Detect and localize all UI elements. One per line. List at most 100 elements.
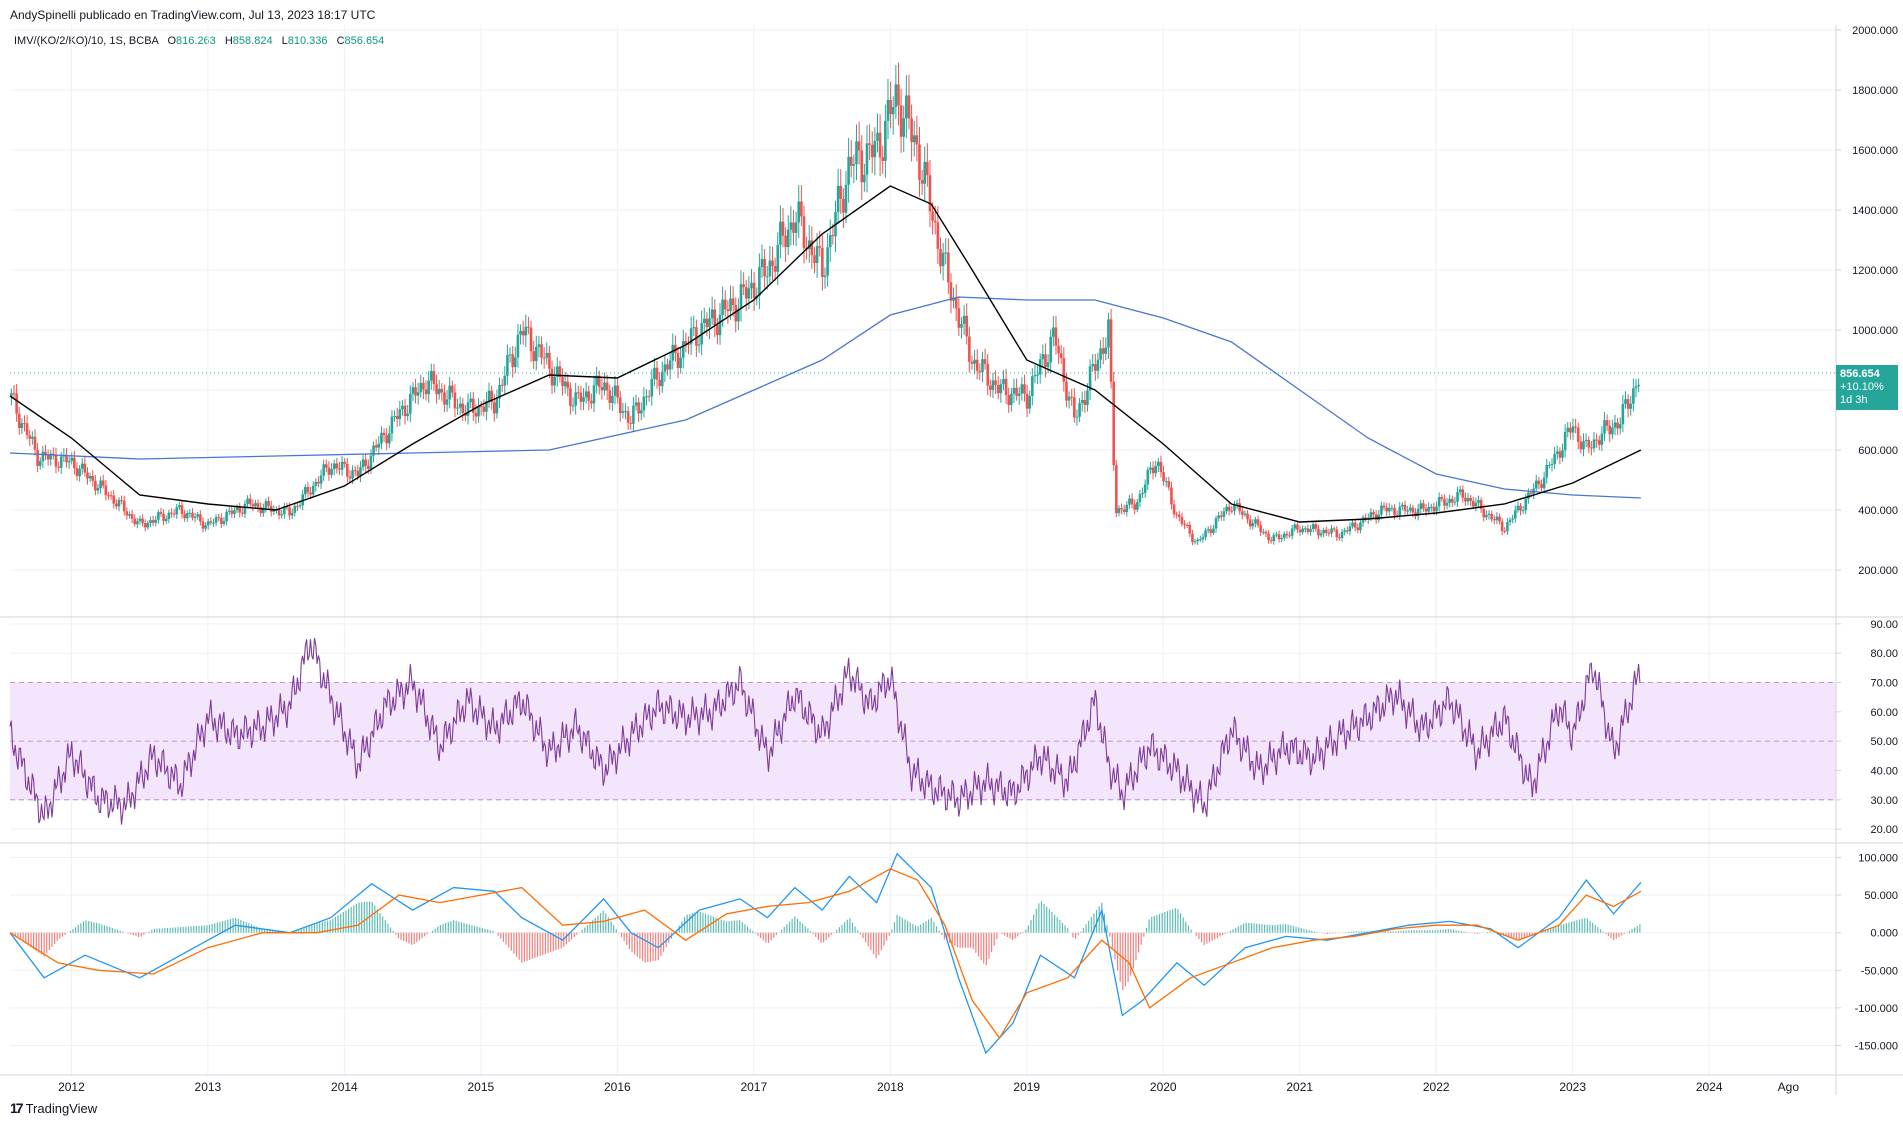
candle-body [634,402,638,406]
price-tick-label: 400.000 [1858,505,1898,517]
candle-body [702,318,706,323]
candle-body [1393,507,1396,516]
candle-body [857,141,861,151]
candle-body [1351,522,1354,527]
candle-body [117,499,121,507]
candle-body [235,507,239,511]
candle-body [813,255,816,264]
candle-body [863,174,866,183]
candle-body [1290,528,1294,536]
candle-body [1280,538,1283,540]
candle-body [1579,441,1583,450]
candle-body [1031,376,1034,396]
candle-body [558,366,562,378]
candle-body [521,330,525,336]
candle-body [1012,387,1016,394]
candle-body [466,402,470,416]
candle-body [647,396,651,398]
candle-body [624,411,627,413]
candle-body [1065,381,1068,401]
candle-body [288,507,291,516]
candle-body [1046,362,1050,368]
candle-body [246,498,249,504]
candle-body [1605,420,1609,426]
candle-body [427,380,430,395]
candle-body [1529,492,1533,494]
tradingview-footer[interactable]: 17 TradingView [10,1100,97,1116]
candle-body [603,382,606,391]
candle-body [1109,319,1113,382]
candle-body [1248,519,1252,527]
candle-body [503,375,507,386]
candle-body [1054,327,1058,346]
candle-body [1584,440,1588,442]
candle-body [1437,497,1441,507]
candle-body [1508,519,1512,523]
tradingview-logo-icon: 17 [10,1100,24,1116]
candle-body [269,505,273,512]
candle-body [868,143,871,145]
candle-body [170,512,173,514]
candle-body [1618,424,1622,429]
candle-body [1571,426,1575,433]
candle-body [17,413,21,429]
candle-body [658,379,661,387]
candle-body [1471,500,1475,507]
candle-body [912,135,916,143]
candle-body [477,406,480,417]
candle-body [621,411,625,414]
candle-body [332,463,336,470]
candle-body [222,521,226,524]
candle-body [1222,511,1226,517]
candle-body [1492,519,1496,521]
candle-body [1130,498,1134,505]
candle-body [1474,502,1478,507]
candle-body [1238,503,1241,512]
candle-body [1330,528,1333,534]
candle-body [1482,508,1486,518]
candle-body [314,481,318,486]
candle-body [175,507,179,515]
candle-body [317,481,320,484]
candle-body [122,500,126,512]
candle-body [217,517,221,519]
candle-body [1191,533,1194,543]
candle-body [1338,537,1341,539]
candle-body [1175,514,1178,516]
candle-body [398,409,402,420]
symbol-legend: IMV/(KO/2/KO)/10, 1S, BCBA O816.263 H858… [14,35,390,47]
candle-body [563,381,567,387]
candle-body [1262,531,1265,533]
candle-body [12,393,16,395]
candle-body [1435,506,1438,512]
candle-body [1479,500,1483,509]
candle-body [1621,403,1625,425]
candle-body [629,422,633,424]
candle-body [206,521,210,526]
candle-body [346,463,349,477]
candle-body [1519,505,1522,511]
candle-body [57,466,60,468]
candle-body [164,518,168,521]
candle-body [918,144,921,181]
candle-body [524,326,528,336]
candle-body [109,495,113,497]
candle-body [1616,422,1619,429]
candle-body [1136,502,1139,510]
candle-body [280,514,283,516]
candle-body [920,180,924,184]
candle-body [1382,505,1386,508]
candle-body [214,517,218,523]
candle-body [225,511,228,522]
candle-body [1264,531,1268,534]
candle-body [1033,374,1037,377]
time-label: 2021 [1286,1080,1313,1094]
candle-body [842,198,845,213]
candle-body [241,512,244,514]
candle-body [1427,506,1430,512]
candle-body [1558,451,1562,458]
candle-body [975,359,979,371]
candle-body [611,395,614,403]
candle-body [773,266,777,272]
